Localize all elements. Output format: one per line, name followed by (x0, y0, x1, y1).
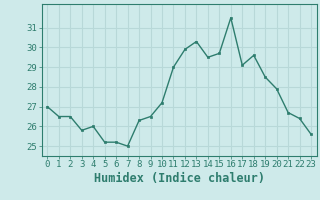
X-axis label: Humidex (Indice chaleur): Humidex (Indice chaleur) (94, 172, 265, 185)
